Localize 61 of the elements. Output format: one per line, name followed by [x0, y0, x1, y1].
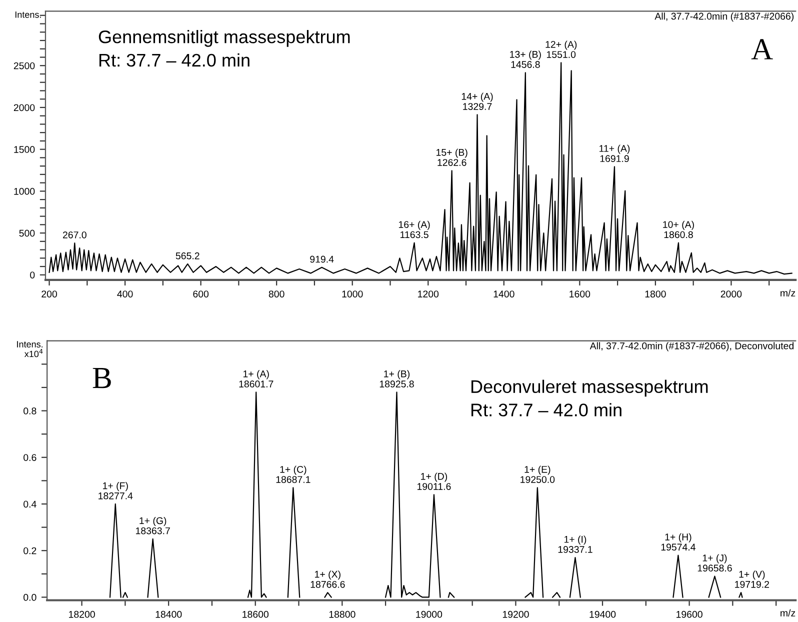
y-tick-label: 0.2 [24, 547, 36, 554]
y-tick-label: 2500 [14, 62, 35, 70]
x-tick-label: 18400 [156, 610, 182, 618]
annotation: 1+ (J) 19658.6 [698, 554, 732, 572]
annotation: 1+ (X) 18766.6 [310, 570, 345, 588]
annotation: 1+ (G) 18363.7 [136, 516, 170, 534]
x-tick-label: 18800 [329, 610, 356, 618]
annotation: Gennemsnitligt massespektrum Rt: 37.7 – 42.0 min [98, 30, 350, 67]
annotation: 1+ (H) 19574.4 [661, 533, 696, 551]
x-tick-label: 18200 [69, 610, 95, 618]
x-tick-label: 19200 [502, 610, 529, 618]
annotation: 10+ (A) 1860.8 [663, 220, 694, 238]
annotation: 1+ (V) 19719.2 [735, 570, 769, 588]
x-tick-label: 19600 [676, 610, 702, 618]
annotation: 12+ (A) 1551.0 [546, 40, 577, 58]
annotation: 919.4 [310, 256, 334, 263]
annotation: 1+ (C) 18687.1 [276, 466, 310, 483]
x-tick-label: 1400 [494, 290, 514, 298]
annotation: All, 37.7-42.0min (#1837-#2066), Deconvoluted [590, 342, 794, 352]
annotation: 1+ (E) 19250.0 [520, 466, 555, 483]
annotation: 15+ (B) 1262.6 [436, 148, 468, 166]
annotation: 565.2 [176, 252, 200, 260]
x-tick-label: 19000 [416, 610, 442, 618]
annotation: 16+ (A) 1163.5 [398, 220, 430, 238]
x-tick-label: 2000 [720, 290, 742, 298]
annotation: 11+ (A) 1691.9 [600, 144, 630, 162]
y-axis-title: Intens. [15, 12, 41, 18]
y-tick-label: 0.4 [24, 500, 36, 508]
annotation: B [92, 368, 111, 388]
annotation: All, 37.7-42.0min (#1837-#2066) [654, 12, 794, 22]
x-tick-label: 1200 [418, 290, 439, 298]
y-tick-label: 500 [19, 230, 35, 237]
x-axis-title: m/z [780, 289, 796, 296]
y-tick-label: 0.8 [24, 408, 36, 414]
x-tick-label: 19400 [590, 610, 616, 618]
y-tick-label: 1500 [14, 146, 35, 153]
annotation: 1+ (F) 18277.4 [98, 482, 133, 500]
x-tick-label: 1800 [645, 290, 666, 298]
annotation: A [751, 39, 773, 60]
annotation: 1+ (A) 18601.7 [239, 370, 274, 388]
x-tick-label: 600 [193, 290, 209, 298]
annotation: 1+ (D) 19011.6 [418, 472, 451, 490]
x-tick-label: 800 [268, 290, 284, 298]
annotation: 1+ (B) 18925.8 [380, 370, 414, 388]
y-axis-title: Intens. x10$^{4}$ [17, 341, 43, 358]
annotation: 14+ (A) 1329.7 [462, 92, 493, 110]
x-tick-label: 1000 [342, 290, 363, 298]
annotation: 13+ (B) 1456.8 [510, 50, 541, 68]
x-axis-title: m/z [780, 609, 796, 616]
x-tick-label: 400 [117, 290, 133, 298]
annotation: Deconvuleret massespektrum Rt: 37.7 – 42.0 min [471, 380, 708, 416]
y-tick-label: 0 [30, 272, 35, 278]
x-tick-label: 200 [42, 290, 58, 298]
y-tick-label: 0.6 [24, 454, 36, 461]
annotation: 267.0 [62, 231, 86, 238]
x-tick-label: 18600 [242, 610, 269, 618]
y-tick-label: 2000 [14, 104, 35, 112]
y-tick-label: 0.0 [24, 594, 36, 601]
y-tick-label: 1000 [14, 188, 35, 195]
annotation: 1+ (I) 19337.1 [558, 536, 592, 553]
x-tick-label: 1600 [570, 290, 590, 298]
